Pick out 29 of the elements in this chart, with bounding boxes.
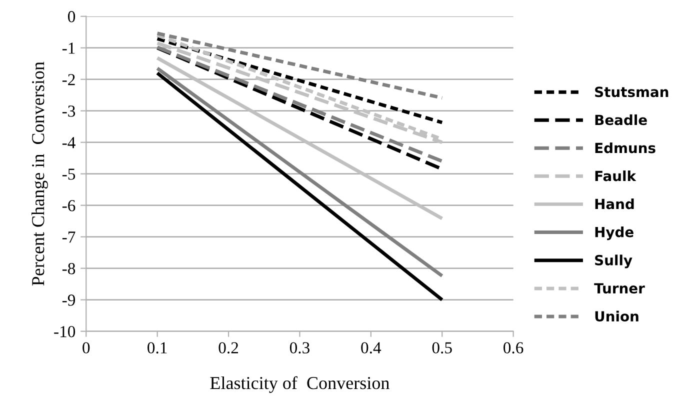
y-tick-label: -9 [62, 294, 76, 306]
x-tick-label: 0.4 [361, 342, 382, 354]
legend-label: Union [595, 310, 638, 322]
x-tick-label: 0.1 [148, 342, 167, 354]
legend-label: Beadle [595, 114, 647, 126]
y-tick-label: -2 [62, 74, 75, 86]
legend-label: Turner [594, 283, 645, 294]
y-tick-label: -6 [62, 200, 76, 212]
legend-label: Edmuns [595, 142, 656, 154]
y-tick-label: -10 [54, 326, 76, 338]
y-tick-label: -1 [62, 42, 75, 54]
x-tick-label: 0.3 [290, 342, 310, 354]
legend-label: Sully [595, 254, 632, 268]
y-tick-label: -4 [62, 137, 76, 148]
legend-label: Stutsman [595, 86, 668, 98]
legend-label: Hyde [595, 226, 634, 240]
x-tick-label: 0 [82, 342, 90, 354]
y-tick-label: -7 [62, 232, 76, 243]
x-axis-title: Elasticity of Conversion [210, 376, 390, 393]
legend-label: Faulk [595, 170, 636, 182]
x-tick-label: 0.6 [504, 342, 524, 354]
y-axis-title: Percent Change in Conversion [32, 62, 48, 286]
y-tick-label: -8 [62, 263, 76, 274]
x-tick-label: 0.2 [218, 342, 238, 354]
y-tick-label: -5 [62, 168, 76, 180]
y-tick-label: -3 [62, 106, 76, 117]
y-tick-label: 0 [68, 11, 76, 22]
legend-label: Hand [595, 198, 634, 210]
x-tick-label: 0.5 [432, 342, 452, 354]
